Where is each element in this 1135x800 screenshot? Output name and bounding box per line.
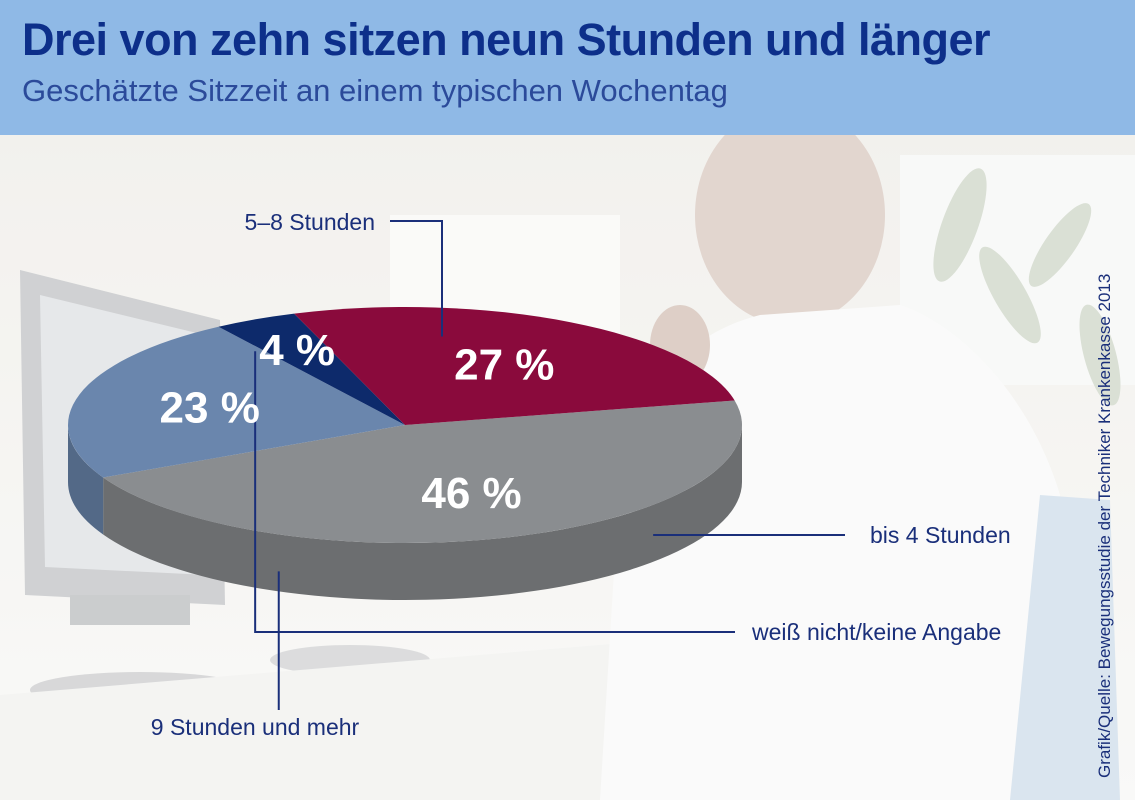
leader-line-5-8: [390, 220, 443, 337]
pie-slice-1: [68, 326, 406, 478]
pie-slice-2: [218, 313, 405, 425]
category-label-9-plus: 9 Stunden und mehr: [151, 714, 360, 740]
slice-value-label-1: 23 %: [160, 384, 260, 433]
category-label-bis-4: bis 4 Stunden: [870, 522, 1011, 548]
pie-side-0: [103, 425, 742, 601]
plant-shape: [933, 168, 1121, 406]
pie-slice-3: [294, 307, 735, 425]
pie-slice-0: [103, 400, 742, 543]
chair-shape: [1010, 495, 1120, 800]
source-credit: Grafik/Quelle: Bewegungsstudie der Techn…: [1095, 273, 1114, 778]
slice-value-label-3: 27 %: [454, 340, 554, 389]
chart-title: Drei von zehn sitzen neun Stunden und lä…: [22, 14, 991, 65]
header-banner: Drei von zehn sitzen neun Stunden und lä…: [0, 0, 1135, 135]
slice-value-label-0: 46 %: [421, 469, 521, 518]
leader-line-weiss-nicht: [254, 351, 735, 633]
category-label-5-8: 5–8 Stunden: [245, 209, 375, 235]
category-label-weiss-nicht: weiß nicht/keine Angabe: [751, 619, 1001, 645]
chart-subtitle: Geschätzte Sitzzeit an einem typischen W…: [22, 73, 728, 108]
slice-value-label-2: 4 %: [259, 326, 335, 375]
pie-side-1: [68, 425, 104, 535]
